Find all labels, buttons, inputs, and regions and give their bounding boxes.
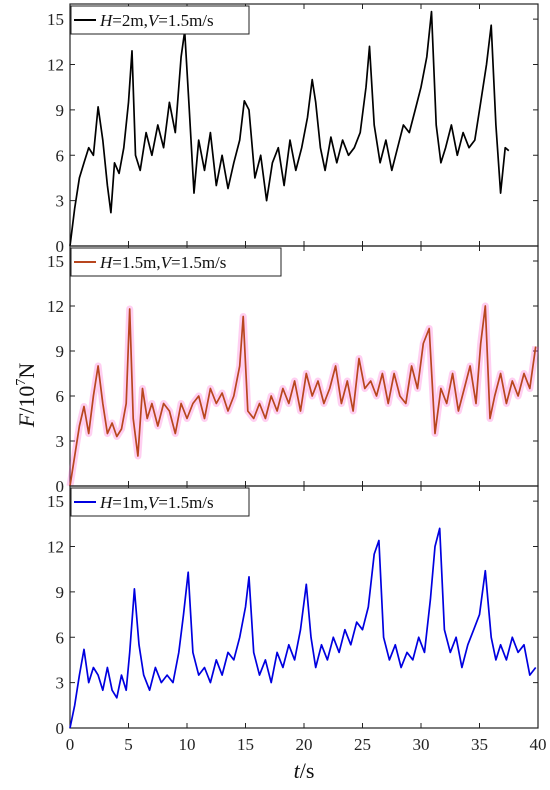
y-tick-label: 0 (56, 719, 65, 738)
x-tick-label: 35 (471, 735, 488, 754)
x-tick-label: 25 (354, 735, 371, 754)
series-line-bottom (69, 527, 537, 729)
y-tick-label: 9 (56, 583, 65, 602)
panel-bottom: 0 3 6 9 12 15 0 5 10 15 20 25 30 35 40 H=1m,V=1.5m/s (47, 485, 547, 754)
legend-box (70, 247, 282, 277)
legend: H=1.5m,V=1.5m/s (70, 247, 282, 277)
y-tick-label: 15 (47, 10, 64, 29)
y-axis-label-exponent: 7 (14, 379, 29, 386)
legend-box (70, 5, 250, 35)
x-tick-label: 15 (237, 735, 254, 754)
y-axis-label-unit: N (14, 363, 39, 379)
legend-v-part: V (161, 253, 174, 272)
y-tick-label: 3 (56, 674, 65, 693)
x-tick-label: 40 (530, 735, 547, 754)
x-axis-label-symbol: t (294, 758, 301, 783)
y-tick-label: 6 (56, 387, 65, 406)
y-tick-label: 3 (56, 432, 65, 451)
y-tick-label: 9 (56, 101, 65, 120)
y-axis-label: F/107N (14, 363, 39, 429)
y-tick-label: 12 (47, 56, 64, 75)
y-tick-label: 0 (56, 477, 65, 496)
legend-label: H=2m,V=1.5m/s (99, 11, 214, 30)
y-axis-label-symbol: F (14, 413, 39, 428)
x-axis-label: t/s (294, 758, 315, 783)
legend-h-part: H (99, 11, 114, 30)
y-tick-label: 9 (56, 342, 65, 361)
x-tick-label: 10 (179, 735, 196, 754)
series-line-middle (69, 305, 537, 487)
y-tick-label: 12 (47, 297, 64, 316)
panel-middle: 0 3 6 9 12 15 H=1.5m,V=1.5m/s (47, 245, 540, 496)
legend-v-value: =1.5m/s (171, 253, 226, 272)
legend-v-part: V (148, 493, 161, 512)
legend-v-part: V (148, 11, 161, 30)
panel-top: 0 3 6 9 12 15 H=2m,V=1.5m/s (47, 3, 539, 256)
y-tick-label: 12 (47, 538, 64, 557)
legend: H=2m,V=1.5m/s (70, 5, 250, 35)
legend-h-part: H (99, 253, 114, 272)
legend-h-value: =1.5m, (112, 253, 160, 272)
y-tick-label: 15 (47, 252, 64, 271)
legend-v-value: =1.5m/s (158, 11, 213, 30)
x-tick-label: 30 (413, 735, 430, 754)
y-tick-label: 3 (56, 192, 65, 211)
series-line-top (69, 10, 510, 247)
y-axis-label-base: /10 (14, 386, 39, 414)
x-tick-label: 20 (296, 735, 313, 754)
legend: H=1m,V=1.5m/s (70, 487, 250, 517)
legend-h-value: =1m, (112, 493, 148, 512)
legend-v-value: =1.5m/s (158, 493, 213, 512)
panel-frame (69, 3, 539, 247)
legend-box (70, 487, 250, 517)
x-tick-label: 5 (124, 735, 133, 754)
y-tick-label: 6 (56, 146, 65, 165)
x-axis-label-unit: /s (300, 758, 315, 783)
y-tick-label: 0 (56, 237, 65, 256)
legend-label: H=1.5m,V=1.5m/s (99, 253, 226, 272)
legend-h-part: H (99, 493, 114, 512)
x-tick-label: 0 (66, 735, 75, 754)
legend-label: H=1m,V=1.5m/s (99, 493, 214, 512)
y-tick-label: 15 (47, 492, 64, 511)
y-tick-label: 6 (56, 628, 65, 647)
legend-h-value: =2m, (112, 11, 148, 30)
